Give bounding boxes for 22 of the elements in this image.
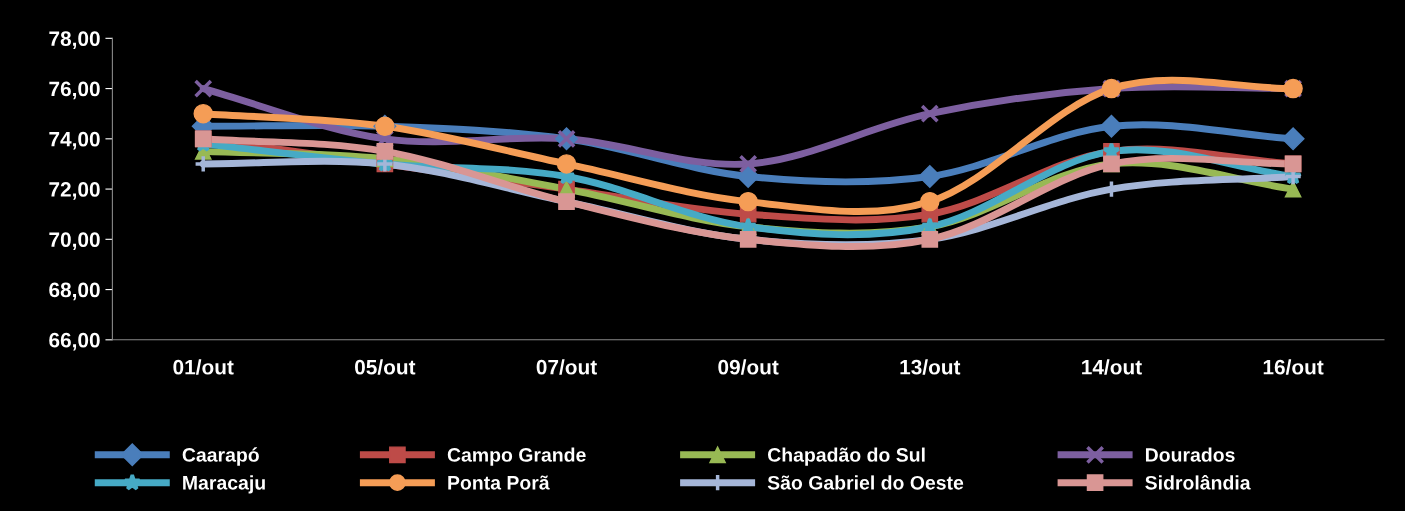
x-tick-label: 09/out [718, 359, 779, 375]
legend-label: Caarapó [182, 447, 259, 466]
legend-label: Sidrolândia [1145, 474, 1251, 490]
y-tick-label: 76,00 [49, 81, 100, 100]
y-tick-label: 72,00 [49, 182, 100, 200]
x-tick-label: 07/out [536, 359, 597, 375]
legend-label: Dourados [1145, 447, 1235, 462]
x-tick-label: 01/out [173, 359, 234, 375]
y-tick-label: 70,00 [49, 232, 100, 251]
legend-label: Chapadão do Sul [767, 447, 925, 466]
x-tick-label: 05/out [355, 359, 416, 375]
legend-label: Ponta Porã [448, 475, 550, 490]
legend-label: São Gabriel do Oeste [767, 475, 964, 490]
x-tick-label: 14/out [1082, 359, 1142, 375]
y-tick-label: 66,00 [49, 332, 100, 351]
x-tick-label: 16/out [1263, 359, 1324, 375]
y-tick-label: 68,00 [49, 282, 100, 301]
x-tick-label: 13/out [900, 359, 961, 375]
legend-label: Campo Grande [447, 447, 586, 466]
legend-label: Maracaju [183, 475, 265, 494]
y-tick-label: 78,00 [49, 31, 100, 50]
y-tick-label: 74,00 [49, 131, 100, 150]
